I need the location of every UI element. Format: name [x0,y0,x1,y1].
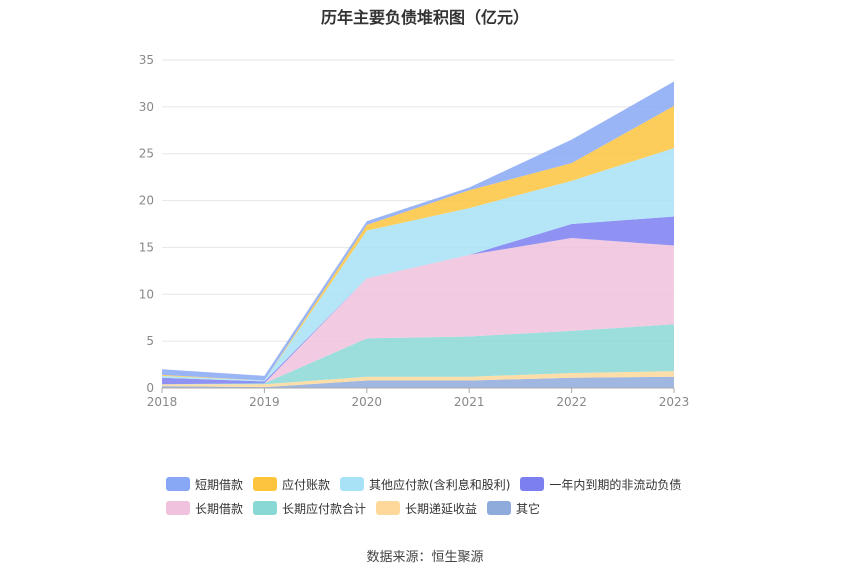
legend-label: 应付账款 [282,477,331,492]
y-tick-label: 20 [139,194,154,208]
stacked-area-chart: 0 5 10 15 20 25 30 35 2018 2019 2020 2021 2022 2023 [139,53,690,409]
area-series [162,81,674,381]
legend-item[interactable]: 长期借款 [166,500,243,517]
legend-label: 短期借款 [195,477,244,492]
legend-label: 其它 [516,501,541,516]
area-series [162,324,674,385]
x-tick-label: 2020 [352,395,383,409]
legend-item[interactable]: 应付账款 [253,476,330,493]
area-series [162,238,674,385]
area-series [162,216,674,385]
legend-item[interactable]: 其它 [487,500,540,517]
legend-swatch [340,477,365,491]
legend-swatch [520,477,545,491]
legend-row: 长期借款 长期应付款合计 长期递延收益 其它 [166,496,726,520]
y-tick-label: 15 [139,240,154,254]
area-series [162,148,674,382]
area-series [162,105,674,381]
legend-label: 长期递延收益 [405,501,478,516]
legend-swatch [253,501,278,515]
y-tick-label: 30 [139,100,154,114]
y-tick-label: 35 [139,53,154,67]
y-tick-label: 5 [146,334,154,348]
legend-item[interactable]: 其他应付款(含利息和股利) [340,476,510,493]
x-tick-label: 2023 [659,395,690,409]
legend-swatch [376,501,401,515]
legend-label: 长期应付款合计 [282,501,367,516]
legend-item[interactable]: 长期递延收益 [376,500,477,517]
legend-row: 短期借款 应付账款 其他应付款(含利息和股利) 一年内到期的非流动负债 [166,472,726,496]
area-series [162,376,674,388]
legend-item[interactable]: 长期应付款合计 [253,500,366,517]
legend: 短期借款 应付账款 其他应付款(含利息和股利) 一年内到期的非流动负债长期借款 长期应付… [166,472,726,520]
legend-label: 长期借款 [195,501,244,516]
source-note: 数据来源：恒生聚源 [366,550,484,565]
x-tick-label: 2018 [147,395,178,409]
chart-title: 历年主要负债堆积图（亿元） [320,8,529,27]
x-tick-label: 2019 [249,395,280,409]
legend-swatch [253,477,278,491]
legend-swatch [166,477,190,491]
area-series [162,371,674,388]
y-tick-label: 0 [146,381,154,395]
legend-item[interactable]: 一年内到期的非流动负债 [520,476,681,493]
legend-label: 其他应付款(含利息和股利) [369,477,511,492]
y-tick-label: 10 [139,287,154,301]
x-tick-label: 2021 [454,395,485,409]
area-series-group [162,81,674,388]
x-tick-label: 2022 [556,395,587,409]
y-tick-label: 25 [139,147,154,161]
legend-item[interactable]: 短期借款 [166,476,243,493]
axes: 0 5 10 15 20 25 30 35 2018 2019 2020 2021 2022 2023 [139,53,690,409]
legend-label: 一年内到期的非流动负债 [549,477,682,492]
legend-swatch [487,501,512,515]
legend-swatch [166,501,190,515]
